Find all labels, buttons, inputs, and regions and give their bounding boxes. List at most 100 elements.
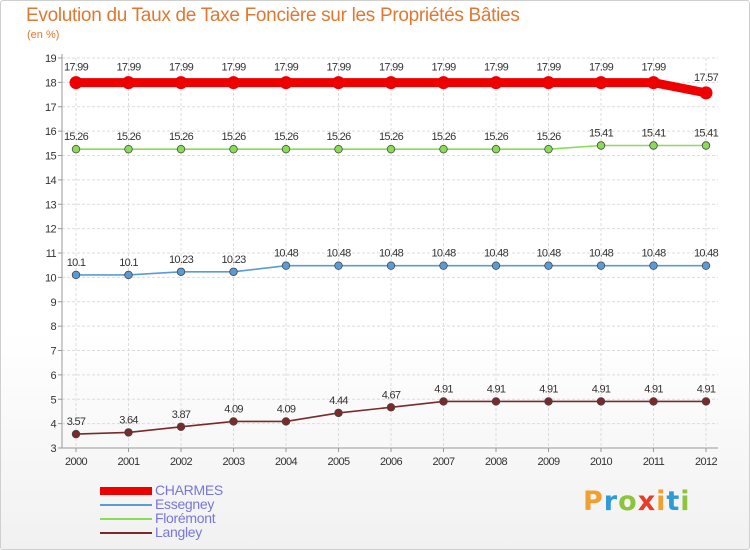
y-tick-label-4: 4 <box>50 419 56 431</box>
x-tick-label-2005: 2005 <box>327 456 350 468</box>
point-charmes-2000 <box>69 76 83 90</box>
data-label-charmes-2005: 17.99 <box>326 62 351 74</box>
point-floremont-2001 <box>124 144 133 154</box>
x-tick-label-2007: 2007 <box>432 456 455 468</box>
x-tick-label-2000: 2000 <box>65 456 88 468</box>
proxiti-logo: Proxiti <box>583 486 691 517</box>
x-tick-label-2003: 2003 <box>222 456 245 468</box>
legend-swatch-langley <box>100 532 152 534</box>
logo-letter: o <box>618 486 638 517</box>
point-langley-2009 <box>544 397 553 406</box>
x-tick-label-2002: 2002 <box>170 456 193 468</box>
data-label-charmes-2001: 17.99 <box>116 62 141 74</box>
data-label-langley-2004: 4.09 <box>277 403 296 415</box>
y-tick-label-11: 11 <box>46 248 57 260</box>
point-langley-2008 <box>491 397 501 406</box>
x-tick-label-2011: 2011 <box>643 456 665 468</box>
data-label-floremont-2011: 15.41 <box>641 128 666 140</box>
point-essegney-2010 <box>596 261 606 270</box>
point-floremont-2004 <box>281 144 291 154</box>
data-label-floremont-2005: 15.26 <box>326 131 351 143</box>
point-essegney-2006 <box>386 261 396 270</box>
y-tick-label-16: 16 <box>45 126 57 138</box>
y-tick-label-19: 19 <box>45 53 57 65</box>
point-floremont-2007 <box>439 144 448 154</box>
data-label-charmes-2010: 17.99 <box>589 62 614 74</box>
data-label-langley-2007: 4.91 <box>434 383 453 395</box>
x-tick-label-2006: 2006 <box>380 456 403 468</box>
logo-letter: P <box>583 486 604 517</box>
point-floremont-2005 <box>334 144 343 154</box>
legend-label-floremont: Florémont <box>155 510 216 526</box>
point-langley-2001 <box>124 428 133 437</box>
point-essegney-2011 <box>649 261 658 270</box>
data-label-floremont-2002: 15.26 <box>169 131 194 143</box>
data-label-charmes-2000: 17.99 <box>64 62 89 74</box>
legend-label-essegney: Essegney <box>155 496 215 512</box>
logo-letter: i <box>656 486 667 517</box>
data-label-floremont-2007: 15.26 <box>431 131 456 143</box>
point-charmes-2008 <box>489 76 503 90</box>
point-charmes-2012 <box>699 86 713 100</box>
data-label-floremont-2006: 15.26 <box>379 131 404 143</box>
data-label-essegney-2002: 10.23 <box>169 254 194 266</box>
data-label-charmes-2004: 17.99 <box>274 62 299 74</box>
point-essegney-2009 <box>544 261 553 270</box>
data-label-essegney-2004: 10.48 <box>274 248 299 260</box>
x-tick-label-2012: 2012 <box>695 456 718 468</box>
data-label-floremont-2012: 15.41 <box>694 128 719 140</box>
point-essegney-2002 <box>176 267 186 276</box>
point-langley-2003 <box>229 417 238 426</box>
legend-label-langley: Langley <box>155 524 202 540</box>
x-tick-label-2010: 2010 <box>590 456 613 468</box>
y-tick-label-17: 17 <box>45 102 57 114</box>
legend-swatch-floremont <box>100 518 152 520</box>
data-label-essegney-2012: 10.48 <box>694 248 719 260</box>
data-label-floremont-2004: 15.26 <box>274 131 299 143</box>
chart-title: Evolution du Taux de Taxe Foncière sur l… <box>26 5 520 26</box>
data-label-langley-2012: 4.91 <box>697 383 716 395</box>
data-label-langley-2001: 3.64 <box>119 414 138 426</box>
data-label-essegney-2000: 10.1 <box>67 257 86 269</box>
y-tick-label-6: 6 <box>50 370 56 382</box>
y-tick-label-14: 14 <box>45 175 57 187</box>
point-floremont-2008 <box>491 144 501 154</box>
point-langley-2000 <box>71 429 81 439</box>
legend-label-charmes: CHARMES <box>155 482 223 498</box>
y-tick-label-13: 13 <box>45 199 57 211</box>
data-label-charmes-2008: 17.99 <box>484 62 509 74</box>
point-floremont-2010 <box>596 141 606 150</box>
y-tick-label-5: 5 <box>50 394 56 406</box>
data-label-charmes-2009: 17.99 <box>536 62 561 74</box>
point-floremont-2000 <box>71 144 81 154</box>
x-tick-label-2001: 2001 <box>117 456 140 468</box>
x-tick-label-2004: 2004 <box>275 456 298 468</box>
point-floremont-2012 <box>701 141 711 150</box>
point-langley-2011 <box>649 397 658 406</box>
x-tick-label-2008: 2008 <box>485 456 508 468</box>
point-essegney-2005 <box>334 261 343 270</box>
point-langley-2002 <box>176 422 186 431</box>
y-tick-label-3: 3 <box>50 443 56 455</box>
data-label-langley-2005: 4.44 <box>329 395 348 407</box>
data-label-langley-2010: 4.91 <box>592 383 611 395</box>
y-tick-label-7: 7 <box>50 346 56 358</box>
point-charmes-2001 <box>122 76 135 90</box>
series-group <box>69 76 713 439</box>
data-label-langley-2011: 4.91 <box>644 383 663 395</box>
logo-letter: x <box>637 486 657 517</box>
point-langley-2012 <box>701 397 711 406</box>
y-tick-label-15: 15 <box>45 151 57 163</box>
point-essegney-2000 <box>71 270 81 280</box>
point-charmes-2003 <box>227 76 240 90</box>
data-label-essegney-2009: 10.48 <box>536 248 561 260</box>
point-floremont-2009 <box>544 144 553 154</box>
point-floremont-2002 <box>176 144 186 154</box>
y-tick-label-18: 18 <box>45 77 57 89</box>
data-label-charmes-2006: 17.99 <box>379 62 404 74</box>
point-charmes-2009 <box>542 76 555 90</box>
point-essegney-2007 <box>439 261 448 270</box>
data-label-charmes-2012: 17.57 <box>694 72 719 84</box>
data-label-floremont-2008: 15.26 <box>484 131 509 143</box>
